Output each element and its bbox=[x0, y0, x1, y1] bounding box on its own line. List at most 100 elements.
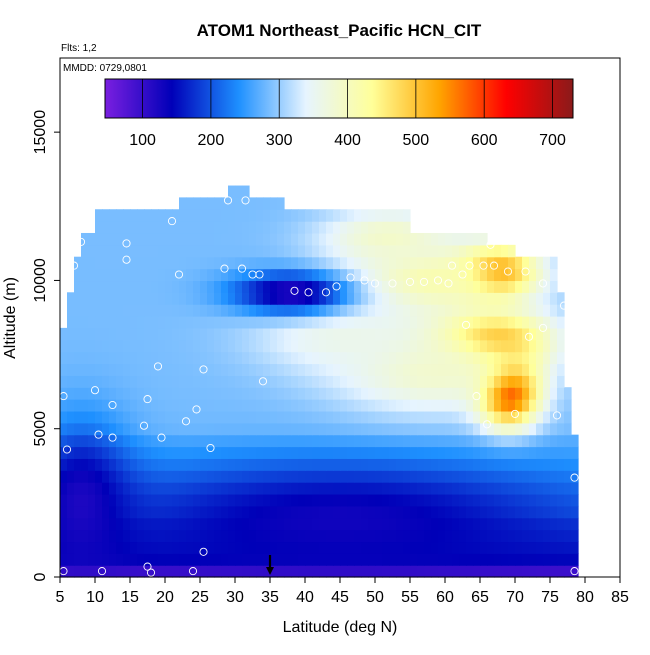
heatmap-cell-1562 bbox=[221, 316, 229, 329]
heatmap-cell-125 bbox=[417, 553, 425, 566]
heatmap-cell-695 bbox=[263, 458, 271, 471]
heatmap-cell-781 bbox=[347, 446, 355, 459]
heatmap-cell-1515 bbox=[389, 327, 397, 341]
heatmap-cell-988 bbox=[249, 410, 257, 424]
observation-point-29 bbox=[538, 323, 548, 332]
heatmap-cell-981 bbox=[200, 410, 208, 424]
heatmap-cell-1577 bbox=[326, 316, 334, 329]
heatmap-cell-1366 bbox=[354, 351, 362, 365]
heatmap-cell-2046 bbox=[249, 232, 257, 246]
heatmap-cell-1743 bbox=[494, 292, 502, 305]
heatmap-cell-1436 bbox=[340, 339, 348, 353]
heatmap-cell-1475 bbox=[109, 327, 117, 341]
heatmap-cell-45 bbox=[375, 565, 383, 578]
heatmap-cell-707 bbox=[347, 458, 355, 471]
heatmap-cell-737 bbox=[557, 458, 565, 471]
heatmap-cell-1610 bbox=[557, 316, 565, 329]
heatmap-cell-463 bbox=[193, 493, 201, 507]
heatmap-cell-1991 bbox=[298, 244, 306, 258]
heatmap-cell-383 bbox=[151, 505, 159, 519]
heatmap-cell-806 bbox=[522, 446, 530, 459]
heatmap-cell-65 bbox=[515, 565, 523, 578]
heatmap-cell-1214 bbox=[298, 375, 306, 388]
heatmap-cell-1164 bbox=[459, 387, 467, 400]
heatmap-cell-245 bbox=[221, 529, 229, 543]
colorbar-tick-label-200: 200 bbox=[198, 132, 225, 149]
heatmap-cell-903 bbox=[165, 422, 173, 436]
heatmap-cell-161 bbox=[151, 541, 159, 554]
heatmap-cell-1750 bbox=[543, 292, 551, 305]
heatmap-cell-2075 bbox=[452, 232, 460, 246]
heatmap-cell-1627 bbox=[179, 304, 187, 317]
heatmap-cell-560 bbox=[354, 482, 362, 495]
heatmap-cell-610 bbox=[186, 470, 194, 483]
heatmap-cell-682 bbox=[172, 458, 180, 471]
heatmap-cell-271 bbox=[403, 529, 411, 543]
heatmap-cell-99 bbox=[235, 553, 243, 566]
heatmap-cell-926 bbox=[326, 422, 334, 436]
heatmap-cell-597 bbox=[95, 470, 103, 483]
heatmap-cell-2158 bbox=[326, 209, 334, 222]
heatmap-cell-1002 bbox=[347, 410, 355, 424]
heatmap-cell-1420 bbox=[228, 339, 236, 353]
heatmap-cell-1998 bbox=[347, 244, 355, 258]
heatmap-cell-292 bbox=[550, 529, 558, 543]
heatmap-cell-775 bbox=[305, 446, 313, 459]
heatmap-cell-1348 bbox=[228, 351, 236, 365]
heatmap-cell-1506 bbox=[326, 327, 334, 341]
heatmap-cell-567 bbox=[403, 482, 411, 495]
heatmap-cell-1005 bbox=[368, 410, 376, 424]
heatmap-cell-801 bbox=[487, 446, 495, 459]
heatmap-cell-1716 bbox=[305, 292, 313, 305]
heatmap-cell-1369 bbox=[375, 351, 383, 365]
heatmap-cell-294 bbox=[564, 529, 572, 543]
heatmap-cell-138 bbox=[508, 553, 516, 566]
heatmap-cell-274 bbox=[424, 529, 432, 543]
heatmap-cell-303 bbox=[109, 517, 117, 531]
heatmap-cell-586 bbox=[536, 482, 544, 495]
heatmap-cell-946 bbox=[466, 422, 474, 436]
heatmap-cell-1128 bbox=[207, 387, 215, 400]
heatmap-cell-1517 bbox=[403, 327, 411, 341]
heatmap-cell-977 bbox=[172, 410, 180, 424]
heatmap-cell-187 bbox=[333, 541, 341, 554]
observation-point-2 bbox=[143, 562, 152, 571]
heatmap-cell-1701 bbox=[200, 292, 208, 305]
heatmap-cell-1304 bbox=[424, 363, 432, 376]
observation-point-55 bbox=[458, 270, 467, 279]
heatmap-cell-27 bbox=[249, 565, 257, 578]
heatmap-cell-1895 bbox=[102, 256, 110, 270]
heatmap-cell-1825 bbox=[95, 268, 103, 282]
heatmap-cell-842 bbox=[256, 434, 264, 448]
heatmap-cell-390 bbox=[200, 505, 208, 519]
heatmap-cell-288 bbox=[522, 529, 530, 543]
heatmap-cell-1910 bbox=[207, 256, 215, 270]
heatmap-cell-1975 bbox=[186, 244, 194, 258]
heatmap-cell-322 bbox=[242, 517, 250, 531]
heatmap-cell-325 bbox=[263, 517, 271, 531]
heatmap-cell-1581 bbox=[354, 316, 362, 329]
heatmap-cell-1794 bbox=[361, 280, 369, 293]
heatmap-cell-485 bbox=[347, 493, 355, 507]
heatmap-cell-1267 bbox=[165, 363, 173, 376]
heatmap-cell-56 bbox=[452, 565, 460, 578]
heatmap-cell-219 bbox=[557, 541, 565, 554]
heatmap-cell-1534 bbox=[522, 327, 530, 341]
heatmap-cell-1353 bbox=[263, 351, 271, 365]
heatmap-cell-386 bbox=[172, 505, 180, 519]
heatmap-cell-1490 bbox=[214, 327, 222, 341]
heatmap-cell-451 bbox=[109, 493, 117, 507]
heatmap-cell-2068 bbox=[403, 232, 411, 246]
heatmap-cell-938 bbox=[410, 422, 418, 436]
heatmap-cell-1261 bbox=[123, 363, 131, 376]
heatmap-cell-1827 bbox=[109, 268, 117, 282]
heatmap-cell-1375 bbox=[417, 351, 425, 365]
heatmap-cell-475 bbox=[277, 493, 285, 507]
heatmap-cell-1661 bbox=[417, 304, 425, 317]
heatmap-cell-671 bbox=[95, 458, 103, 471]
heatmap-cell-1978 bbox=[207, 244, 215, 258]
heatmap-cell-160 bbox=[144, 541, 152, 554]
heatmap-cell-2099 bbox=[228, 221, 236, 234]
heatmap-cell-785 bbox=[375, 446, 383, 459]
heatmap-cell-639 bbox=[389, 470, 397, 483]
